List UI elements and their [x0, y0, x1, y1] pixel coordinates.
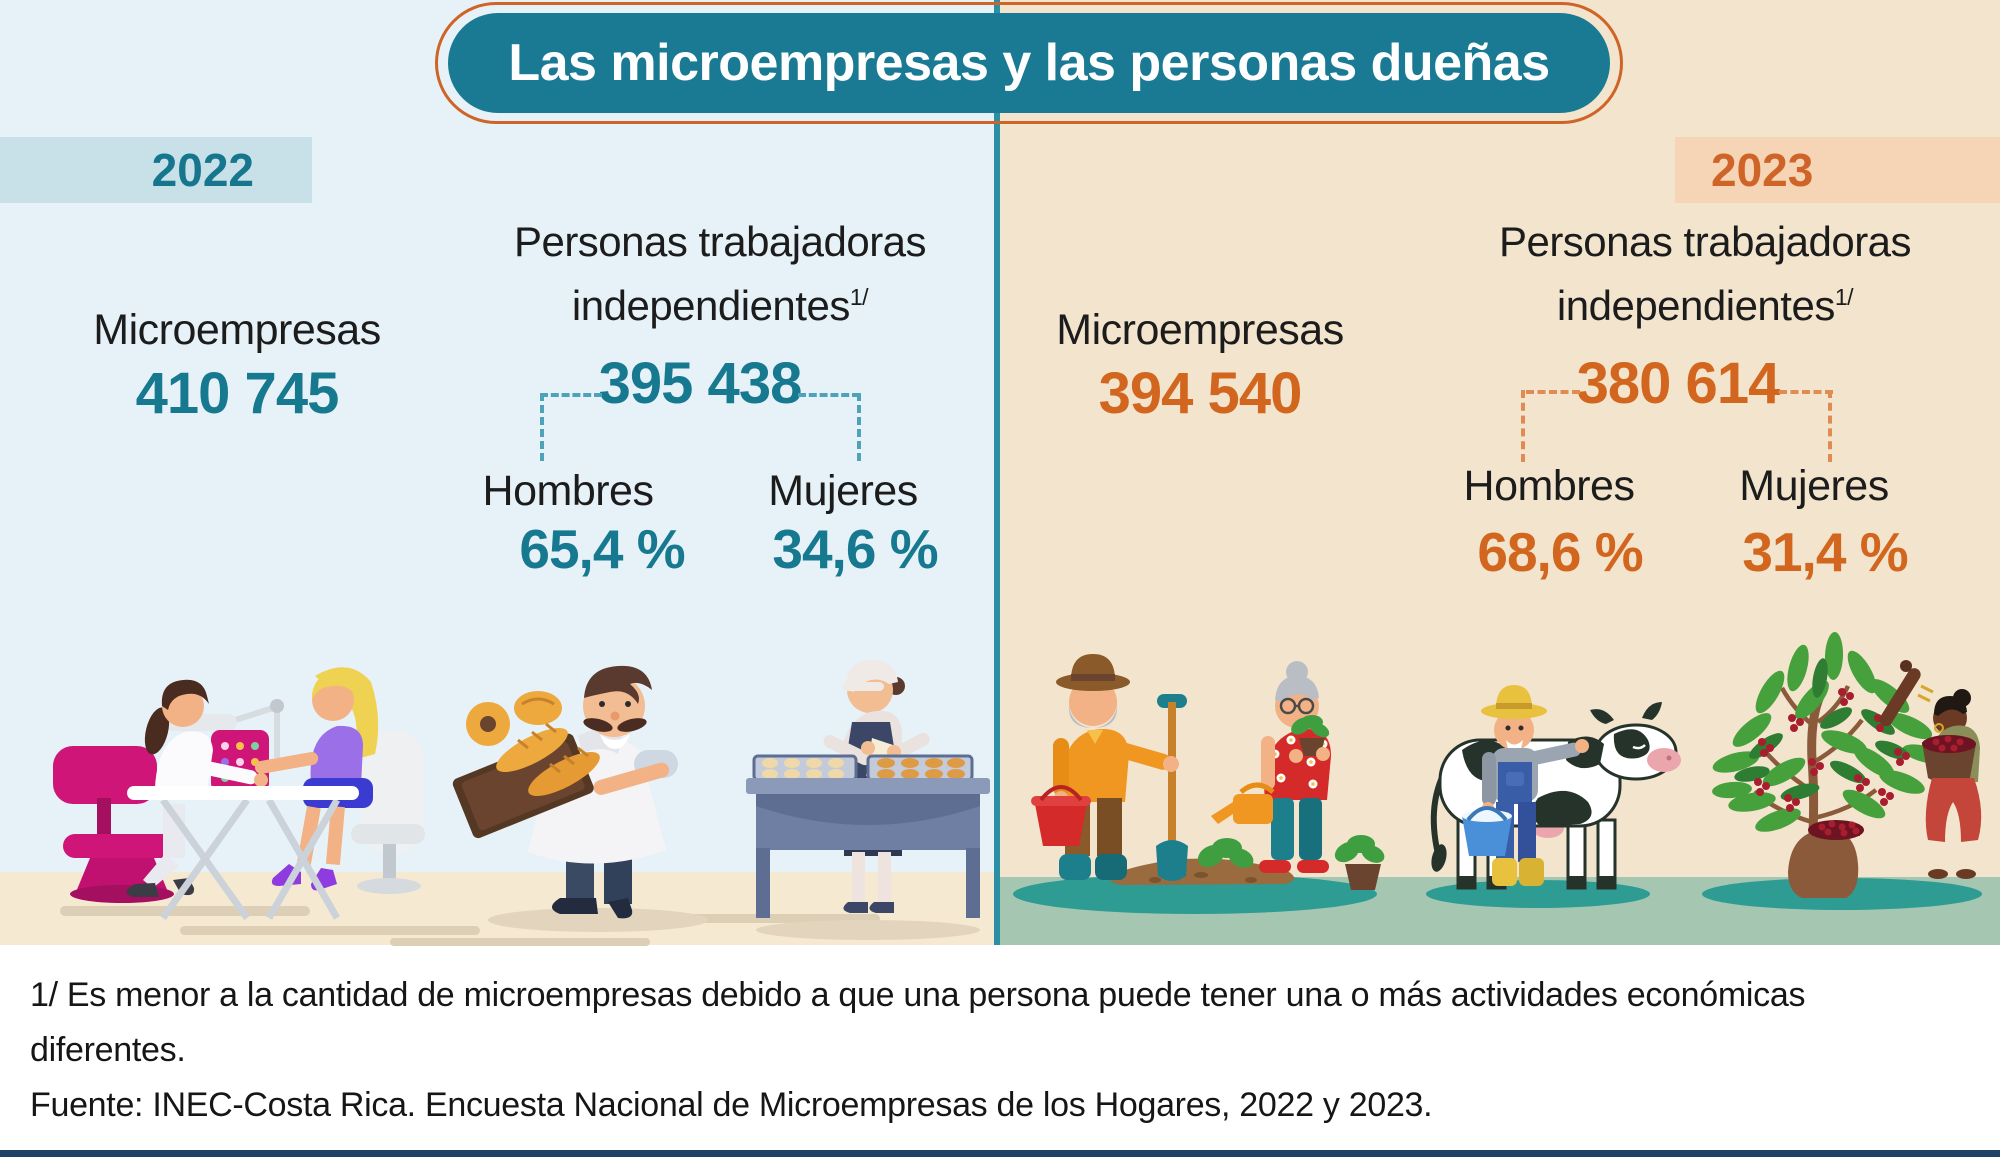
independientes-value-2023: 380 614	[1576, 351, 1781, 416]
independientes-value-2022: 395 438	[598, 351, 803, 416]
manicure-table	[127, 786, 359, 921]
floor-stripe	[560, 914, 880, 923]
independientes-line1: Personas trabajadoras	[513, 218, 927, 265]
page-title: Las microempresas y las personas dueñas	[508, 34, 1550, 92]
hombres-value-2022: 65,4 %	[519, 518, 685, 580]
independientes-line2: independientes	[571, 281, 850, 329]
coffee-berries	[1754, 688, 1910, 812]
hombres-label-2022: Hombres	[482, 467, 654, 515]
ground-shadow	[1013, 874, 1377, 914]
watering-can	[1211, 782, 1275, 824]
bracket-dash	[857, 393, 861, 461]
nail-salon-manicure-illustration	[53, 667, 425, 921]
bracket-dash	[1828, 390, 1832, 462]
microempresas-value-2023: 394 540	[1098, 361, 1303, 426]
title-banner: Las microempresas y las personas dueñas	[435, 2, 1623, 124]
footnote-marker: 1/	[849, 283, 869, 310]
baker-illustration	[452, 665, 708, 932]
coffee-sack	[1788, 820, 1864, 898]
title-banner-pill: Las microempresas y las personas dueñas	[448, 13, 1610, 113]
coffee-picker-illustration	[1702, 632, 1982, 910]
mujeres-label-2022: Mujeres	[768, 467, 918, 515]
farmer-woman-figure	[1259, 661, 1331, 873]
shovel	[1156, 694, 1188, 881]
client-chair	[351, 730, 425, 894]
bracket-dash	[540, 393, 602, 397]
mujeres-label-2023: Mujeres	[1739, 462, 1889, 510]
baker-shadow	[488, 908, 708, 932]
independientes-label-2023: Personas trabajadoras independientes1/	[1480, 210, 1930, 338]
soil-mound	[1109, 838, 1295, 885]
hombres-label-2023: Hombres	[1463, 462, 1635, 510]
bread-tray	[452, 691, 600, 839]
ground-shadow	[1426, 880, 1650, 908]
footnote-marker: 1/	[1834, 283, 1854, 310]
microempresas-label-2022: Microempresas	[93, 306, 381, 354]
bracket-dash	[1779, 390, 1833, 394]
year-badge-2022: 2022	[0, 137, 312, 203]
farmers-gardening-illustration	[1013, 654, 1385, 914]
coffee-picker-figure	[1879, 660, 1982, 879]
cow-figure	[1430, 702, 1681, 890]
red-bucket	[1031, 785, 1091, 846]
panel-divider-line	[994, 0, 1000, 945]
microempresas-value-2022: 410 745	[135, 361, 340, 426]
year-badge-2023: 2023	[1675, 137, 2000, 203]
pastry-maker-illustration	[746, 660, 990, 940]
hombres-value-2023: 68,6 %	[1477, 521, 1643, 583]
bracket-dash	[1521, 390, 1525, 462]
year-2023-label: 2023	[1711, 144, 1814, 196]
bottom-accent-bar	[0, 1150, 2000, 1157]
floor-stripe	[60, 906, 310, 916]
manicurist-figure	[126, 679, 268, 897]
bracket-dash	[540, 393, 544, 461]
client-figure	[254, 667, 379, 891]
floor-stripe	[180, 926, 480, 935]
bracket-dash	[1526, 390, 1580, 394]
farmer-with-cow-illustration	[1426, 685, 1681, 908]
footnote-line-2: diferentes.	[30, 1031, 186, 1069]
independientes-line1: Personas trabajadoras	[1498, 218, 1912, 265]
year-2022-label: 2022	[151, 144, 254, 196]
mujeres-value-2023: 31,4 %	[1742, 521, 1908, 583]
floor-stripe	[390, 938, 650, 946]
work-table	[746, 778, 990, 918]
bracket-dash	[798, 393, 860, 397]
source-line: Fuente: INEC-Costa Rica. Encuesta Nacion…	[30, 1086, 1433, 1124]
footnote-line-1: 1/ Es menor a la cantidad de microempres…	[30, 976, 1806, 1014]
cookie-trays	[752, 754, 974, 782]
table-shadow	[756, 920, 980, 940]
independientes-line2: independientes	[1556, 281, 1835, 329]
microempresas-label-2023: Microempresas	[1056, 306, 1344, 354]
potted-seedling	[1334, 835, 1385, 890]
milker-figure	[1481, 685, 1589, 886]
milk-bucket	[1462, 806, 1512, 856]
independientes-label-2022: Personas trabajadoras independientes1/	[495, 210, 945, 338]
mujeres-value-2022: 34,6 %	[772, 518, 938, 580]
